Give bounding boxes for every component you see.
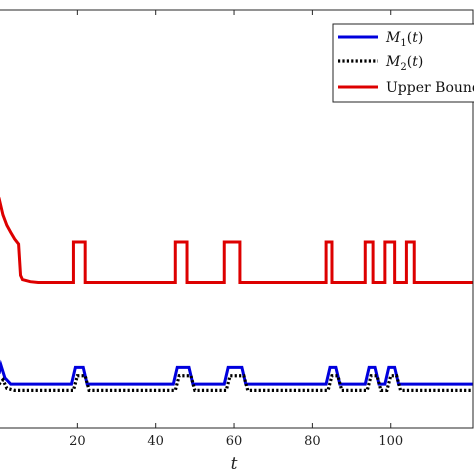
- series-line-0: [0, 359, 473, 386]
- legend-label-2: Upper Bound: [386, 80, 474, 96]
- x-tick-label: 40: [147, 434, 164, 449]
- axes-box: [0, 9, 474, 429]
- legend: M1(t) M2(t) Upper Bound: [332, 23, 474, 103]
- series-line-1: [0, 374, 473, 392]
- x-tick-label: 80: [304, 434, 321, 449]
- series-layer: [0, 196, 473, 392]
- axes-layer: 20 40 60 80 100 t: [0, 9, 474, 474]
- x-tick-label: 60: [226, 434, 243, 449]
- x-tick-label: 100: [378, 434, 403, 449]
- series-line-2: [0, 196, 473, 285]
- x-axis-label: t: [231, 454, 238, 474]
- x-tick-label: 20: [69, 434, 86, 449]
- legend-label-0: M1(t): [385, 30, 423, 49]
- legend-label-1: M2(t): [385, 54, 423, 73]
